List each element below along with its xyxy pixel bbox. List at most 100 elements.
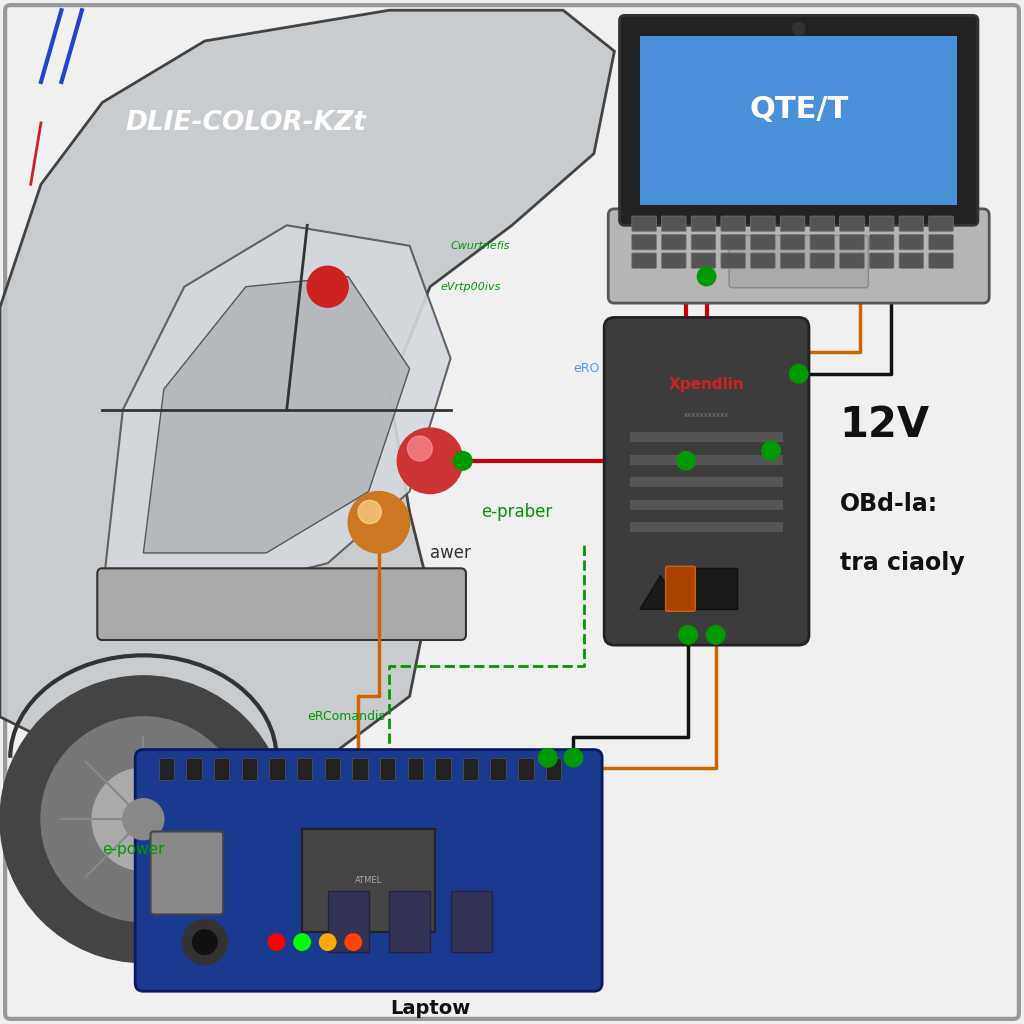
Circle shape [454, 452, 472, 470]
FancyBboxPatch shape [151, 831, 223, 914]
FancyBboxPatch shape [751, 216, 775, 231]
Text: Laptow: Laptow [390, 999, 470, 1018]
FancyBboxPatch shape [869, 253, 894, 268]
FancyBboxPatch shape [810, 253, 835, 268]
FancyBboxPatch shape [630, 522, 783, 532]
FancyBboxPatch shape [780, 253, 805, 268]
FancyBboxPatch shape [662, 253, 686, 268]
Text: e-power: e-power [102, 843, 165, 857]
FancyBboxPatch shape [632, 234, 656, 250]
FancyBboxPatch shape [135, 750, 602, 991]
Circle shape [123, 799, 164, 840]
Circle shape [193, 930, 217, 954]
FancyBboxPatch shape [869, 216, 894, 231]
Polygon shape [640, 575, 681, 609]
FancyBboxPatch shape [325, 758, 340, 780]
FancyBboxPatch shape [159, 758, 174, 780]
Text: tra ciaoly: tra ciaoly [840, 551, 965, 575]
FancyBboxPatch shape [435, 758, 451, 780]
FancyBboxPatch shape [840, 216, 864, 231]
Text: xxxxxxxxxxx: xxxxxxxxxxx [684, 412, 729, 418]
FancyBboxPatch shape [632, 253, 656, 268]
Text: eVrtp00ivs: eVrtp00ivs [440, 282, 501, 292]
FancyBboxPatch shape [840, 234, 864, 250]
FancyBboxPatch shape [899, 253, 924, 268]
Polygon shape [0, 10, 614, 778]
FancyBboxPatch shape [630, 477, 783, 487]
Circle shape [707, 626, 725, 644]
FancyBboxPatch shape [691, 234, 716, 250]
Circle shape [790, 365, 808, 383]
Text: awer: awer [430, 544, 471, 562]
FancyBboxPatch shape [269, 758, 285, 780]
Circle shape [762, 441, 780, 460]
FancyBboxPatch shape [810, 234, 835, 250]
FancyBboxPatch shape [869, 234, 894, 250]
FancyBboxPatch shape [640, 36, 957, 205]
FancyBboxPatch shape [630, 432, 783, 442]
Text: e-praber: e-praber [481, 503, 553, 521]
FancyBboxPatch shape [186, 758, 202, 780]
Circle shape [348, 492, 410, 553]
Circle shape [358, 501, 381, 523]
Circle shape [182, 920, 227, 965]
FancyBboxPatch shape [5, 5, 1019, 1019]
Text: Xpendlin: Xpendlin [669, 377, 744, 391]
Text: ATMEL: ATMEL [355, 877, 382, 885]
FancyBboxPatch shape [666, 566, 695, 611]
FancyBboxPatch shape [630, 500, 783, 510]
FancyBboxPatch shape [899, 216, 924, 231]
Circle shape [294, 934, 310, 950]
FancyBboxPatch shape [691, 253, 716, 268]
FancyBboxPatch shape [691, 216, 716, 231]
FancyBboxPatch shape [408, 758, 423, 780]
FancyBboxPatch shape [929, 253, 953, 268]
FancyBboxPatch shape [780, 234, 805, 250]
FancyBboxPatch shape [546, 758, 561, 780]
FancyBboxPatch shape [389, 891, 430, 952]
FancyBboxPatch shape [380, 758, 395, 780]
FancyBboxPatch shape [780, 216, 805, 231]
FancyBboxPatch shape [929, 234, 953, 250]
FancyBboxPatch shape [608, 209, 989, 303]
FancyBboxPatch shape [840, 253, 864, 268]
Circle shape [41, 717, 246, 922]
Circle shape [268, 934, 285, 950]
Text: eRO: eRO [573, 362, 600, 375]
FancyBboxPatch shape [721, 253, 745, 268]
Circle shape [539, 749, 557, 767]
Circle shape [92, 768, 195, 870]
FancyBboxPatch shape [451, 891, 492, 952]
FancyBboxPatch shape [751, 253, 775, 268]
FancyBboxPatch shape [632, 216, 656, 231]
FancyBboxPatch shape [630, 455, 783, 465]
Text: Cwurtnefis: Cwurtnefis [451, 241, 510, 251]
FancyBboxPatch shape [302, 829, 435, 932]
FancyBboxPatch shape [662, 234, 686, 250]
FancyBboxPatch shape [490, 758, 506, 780]
FancyBboxPatch shape [721, 234, 745, 250]
Text: DLIE-COLOR-KZt: DLIE-COLOR-KZt [125, 110, 367, 136]
Text: eRComandis: eRComandis [307, 711, 385, 723]
FancyBboxPatch shape [604, 317, 809, 645]
FancyBboxPatch shape [352, 758, 368, 780]
FancyBboxPatch shape [751, 234, 775, 250]
FancyBboxPatch shape [810, 216, 835, 231]
Circle shape [564, 749, 583, 767]
Circle shape [345, 934, 361, 950]
FancyBboxPatch shape [620, 15, 978, 225]
FancyBboxPatch shape [662, 216, 686, 231]
Circle shape [697, 267, 716, 286]
FancyBboxPatch shape [518, 758, 534, 780]
Text: OBd-la:: OBd-la: [840, 492, 938, 516]
Circle shape [408, 436, 432, 461]
FancyBboxPatch shape [463, 758, 478, 780]
Circle shape [0, 676, 287, 963]
Circle shape [679, 626, 697, 644]
Circle shape [677, 452, 695, 470]
FancyBboxPatch shape [214, 758, 229, 780]
FancyBboxPatch shape [328, 891, 369, 952]
Polygon shape [143, 276, 410, 553]
FancyBboxPatch shape [297, 758, 312, 780]
Polygon shape [102, 225, 451, 594]
